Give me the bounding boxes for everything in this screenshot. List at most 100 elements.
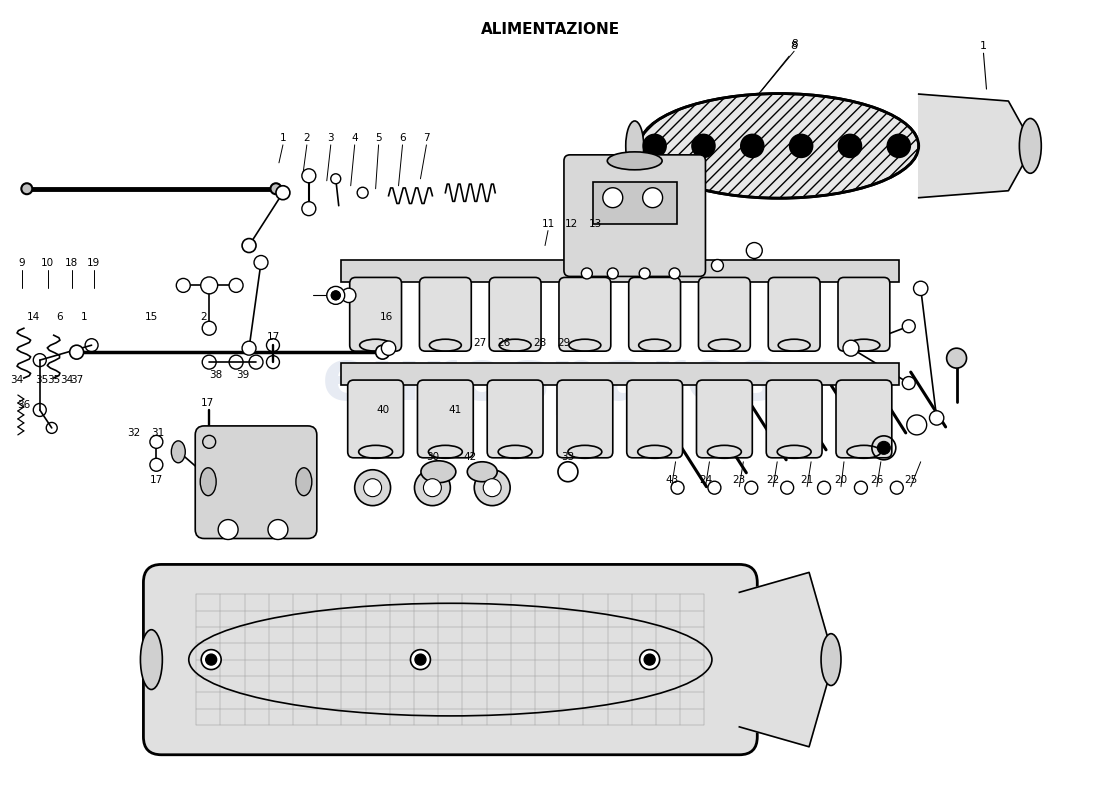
Circle shape [202, 322, 217, 335]
Circle shape [206, 654, 217, 665]
FancyBboxPatch shape [768, 278, 821, 351]
Text: 17: 17 [150, 474, 163, 485]
Circle shape [607, 268, 618, 279]
Text: 5: 5 [375, 133, 382, 143]
FancyBboxPatch shape [627, 380, 682, 458]
Ellipse shape [821, 634, 842, 686]
FancyBboxPatch shape [350, 278, 402, 351]
Circle shape [415, 654, 426, 665]
Circle shape [200, 277, 218, 294]
Circle shape [150, 435, 163, 448]
Circle shape [913, 282, 928, 295]
Text: 38: 38 [209, 370, 223, 380]
Ellipse shape [141, 630, 163, 690]
Text: 22: 22 [767, 474, 780, 485]
Text: 36: 36 [18, 400, 31, 410]
Text: 34: 34 [10, 375, 23, 385]
Circle shape [930, 410, 944, 425]
Text: 8: 8 [791, 39, 798, 50]
Circle shape [276, 186, 290, 200]
Circle shape [21, 183, 32, 194]
Bar [593, 182, 676, 224]
Bar [341, 261, 899, 282]
FancyBboxPatch shape [564, 155, 705, 277]
Text: 6: 6 [56, 312, 63, 322]
Text: 8: 8 [791, 42, 798, 51]
Circle shape [790, 134, 813, 158]
Text: 6: 6 [399, 133, 406, 143]
Circle shape [331, 174, 341, 184]
Circle shape [483, 478, 502, 497]
Text: 40: 40 [376, 405, 389, 415]
Circle shape [341, 288, 356, 302]
Circle shape [645, 654, 656, 665]
Circle shape [642, 188, 662, 208]
Text: 32: 32 [126, 428, 140, 438]
Circle shape [746, 242, 762, 258]
Ellipse shape [1020, 118, 1042, 174]
Circle shape [327, 286, 344, 304]
Circle shape [328, 287, 344, 304]
Text: 25: 25 [904, 474, 917, 485]
Text: 42: 42 [464, 452, 477, 462]
Circle shape [745, 482, 758, 494]
Circle shape [603, 188, 623, 208]
Ellipse shape [626, 121, 644, 170]
FancyBboxPatch shape [490, 278, 541, 351]
Circle shape [218, 519, 238, 539]
Text: 20: 20 [835, 474, 847, 485]
Circle shape [242, 238, 256, 253]
Ellipse shape [296, 468, 311, 496]
Circle shape [375, 345, 389, 359]
FancyBboxPatch shape [767, 380, 822, 458]
Text: 1: 1 [279, 133, 286, 143]
Text: 11: 11 [541, 218, 554, 229]
Text: 12: 12 [565, 218, 579, 229]
Circle shape [671, 482, 684, 494]
Polygon shape [739, 572, 834, 746]
Text: 17: 17 [200, 398, 213, 408]
Ellipse shape [468, 462, 497, 482]
Circle shape [692, 134, 715, 158]
Circle shape [301, 169, 316, 182]
Bar [341, 363, 899, 385]
Text: 1: 1 [980, 42, 987, 51]
FancyBboxPatch shape [418, 380, 473, 458]
FancyBboxPatch shape [419, 278, 471, 351]
Circle shape [301, 202, 316, 216]
Circle shape [817, 482, 830, 494]
Text: 9: 9 [19, 258, 25, 269]
Text: 35: 35 [35, 375, 48, 385]
Circle shape [268, 519, 288, 539]
Circle shape [902, 377, 915, 390]
Ellipse shape [200, 468, 217, 496]
Text: 26: 26 [870, 474, 883, 485]
Circle shape [354, 470, 390, 506]
Text: ALIMENTAZIONE: ALIMENTAZIONE [481, 22, 619, 37]
FancyBboxPatch shape [559, 278, 610, 351]
Text: 26: 26 [497, 338, 510, 348]
Text: 28: 28 [534, 338, 547, 348]
Circle shape [242, 342, 256, 355]
Text: 7: 7 [424, 133, 430, 143]
Text: eurospares: eurospares [375, 552, 725, 606]
Text: 37: 37 [70, 375, 84, 385]
Circle shape [415, 470, 450, 506]
Polygon shape [918, 94, 1033, 198]
Circle shape [364, 478, 382, 497]
Circle shape [150, 458, 163, 471]
Text: 14: 14 [28, 312, 41, 322]
FancyBboxPatch shape [195, 426, 317, 538]
Circle shape [640, 650, 660, 670]
FancyBboxPatch shape [557, 380, 613, 458]
Circle shape [69, 345, 84, 359]
Text: 15: 15 [145, 312, 158, 322]
Circle shape [843, 340, 859, 356]
Text: 35: 35 [47, 375, 60, 385]
Text: 16: 16 [379, 312, 393, 322]
FancyBboxPatch shape [629, 278, 681, 351]
FancyBboxPatch shape [698, 278, 750, 351]
Text: 23: 23 [733, 474, 746, 485]
Circle shape [878, 442, 890, 454]
Text: 39: 39 [236, 370, 250, 380]
